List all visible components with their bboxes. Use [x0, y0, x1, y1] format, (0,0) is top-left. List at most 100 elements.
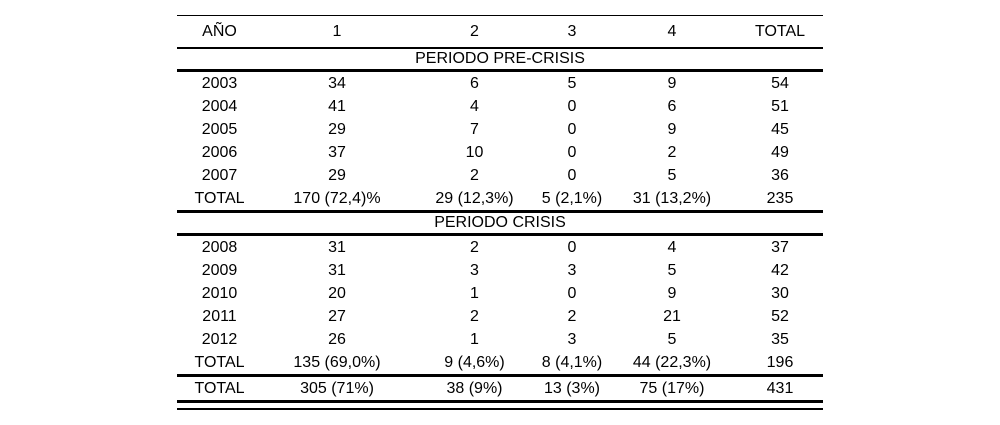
section-title-crisis-row: PERIODO CRISIS: [177, 211, 823, 236]
table-row-2007: 2007 29 2 0 5 36: [177, 164, 823, 187]
column-header-2: 2: [412, 15, 537, 49]
cell: 0: [567, 120, 577, 138]
cell: 2: [470, 166, 479, 184]
cell: 37: [328, 143, 346, 161]
cell: 6: [667, 97, 677, 115]
cell: 6: [470, 74, 479, 92]
cell: 30: [771, 284, 789, 302]
cell: 4: [470, 97, 479, 115]
table-row-2009: 2009 31 3 3 5 42: [177, 259, 823, 282]
cell: 31: [328, 261, 346, 279]
table-row-2003: 2003 34 6 5 9 54: [177, 71, 823, 96]
cell: 5: [667, 261, 677, 279]
cell: 37: [771, 238, 789, 256]
table-row-2012: 2012 26 1 3 5 35: [177, 328, 823, 351]
cell: 29: [328, 120, 346, 138]
double-rule-bottom-line: [177, 408, 823, 410]
cell: 4: [667, 238, 677, 256]
cell: 52: [771, 307, 789, 325]
cell: 5: [567, 74, 577, 92]
cell: 21: [663, 307, 681, 325]
cell: 3: [567, 330, 577, 348]
year-label: 2007: [201, 166, 238, 184]
cell: 0: [567, 97, 577, 115]
cell: 20: [328, 284, 346, 302]
cell: 75 (17%): [607, 375, 737, 403]
cell: 45: [771, 120, 789, 138]
year-label: 2006: [201, 143, 238, 161]
cell: 2: [567, 307, 577, 325]
pre-crisis-total-row: TOTAL 170 (72,4)% 29 (12,3%) 5 (2,1%) 31…: [177, 187, 823, 213]
cell: 235: [737, 187, 823, 213]
year-label: 2008: [201, 238, 238, 256]
table-row-2004: 2004 41 4 0 6 51: [177, 95, 823, 118]
year-label: 2010: [201, 284, 238, 302]
cell: 3: [470, 261, 479, 279]
section-title-pre-crisis: PERIODO PRE-CRISIS: [177, 48, 823, 72]
cell: 41: [328, 97, 346, 115]
grand-total-row: TOTAL 305 (71%) 38 (9%) 13 (3%) 75 (17%)…: [177, 375, 823, 403]
cell: 2: [470, 238, 479, 256]
column-header-4: 4: [607, 15, 737, 49]
crisis-periods-table-container: AÑO 1 2 3 4 TOTAL PERIODO PRE-CRISIS 200…: [177, 15, 823, 410]
cell: 431: [737, 375, 823, 403]
cell: 1: [470, 330, 479, 348]
cell: 0: [567, 284, 577, 302]
cell: 31: [328, 238, 346, 256]
cell: 305 (71%): [262, 375, 412, 403]
cell: 8 (4,1%): [537, 351, 607, 377]
cell: 9: [667, 74, 677, 92]
table-row-2008: 2008 31 2 0 4 37: [177, 235, 823, 260]
year-label: 2003: [201, 74, 238, 92]
column-header-ano: AÑO: [177, 15, 262, 49]
grand-total-label: TOTAL: [177, 375, 262, 403]
cell: 9: [667, 284, 677, 302]
section-title-crisis: PERIODO CRISIS: [177, 211, 823, 236]
cell: 5 (2,1%): [537, 187, 607, 213]
year-label: 2012: [201, 330, 238, 348]
cell: 170 (72,4)%: [262, 187, 412, 213]
column-header-1: 1: [262, 15, 412, 49]
section-title-pre-crisis-row: PERIODO PRE-CRISIS: [177, 48, 823, 72]
total-label: TOTAL: [177, 351, 262, 377]
cell: 0: [567, 238, 577, 256]
cell: 51: [771, 97, 789, 115]
cell: 3: [567, 261, 577, 279]
cell: 36: [771, 166, 789, 184]
cell: 5: [667, 330, 677, 348]
cell: 34: [328, 74, 346, 92]
year-label: 2009: [201, 261, 238, 279]
table-row-2005: 2005 29 7 0 9 45: [177, 118, 823, 141]
year-label: 2005: [201, 120, 238, 138]
cell: 44 (22,3%): [607, 351, 737, 377]
cell: 35: [771, 330, 789, 348]
cell: 42: [771, 261, 789, 279]
cell: 0: [567, 143, 577, 161]
year-label: 2011: [202, 307, 237, 325]
cell: 49: [771, 143, 789, 161]
total-label: TOTAL: [177, 187, 262, 213]
cell: 38 (9%): [412, 375, 537, 403]
table-row-2006: 2006 37 10 0 2 49: [177, 141, 823, 164]
column-header-total: TOTAL: [737, 15, 823, 49]
cell: 2: [667, 143, 677, 161]
cell: 54: [771, 74, 789, 92]
cell: 26: [328, 330, 346, 348]
cell: 13 (3%): [537, 375, 607, 403]
cell: 196: [737, 351, 823, 377]
cell: 9 (4,6%): [412, 351, 537, 377]
cell: 27: [328, 307, 346, 325]
cell: 29 (12,3%): [412, 187, 537, 213]
cell: 2: [470, 307, 479, 325]
cell: 10: [465, 143, 484, 161]
cell: 7: [470, 120, 479, 138]
header-row: AÑO 1 2 3 4 TOTAL: [177, 15, 823, 49]
table-row-2011: 2011 27 2 2 21 52: [177, 305, 823, 328]
column-header-3: 3: [537, 15, 607, 49]
cell: 9: [667, 120, 677, 138]
cell: 5: [667, 166, 677, 184]
cell: 135 (69,0%): [262, 351, 412, 377]
crisis-total-row: TOTAL 135 (69,0%) 9 (4,6%) 8 (4,1%) 44 (…: [177, 351, 823, 377]
crisis-periods-table: AÑO 1 2 3 4 TOTAL PERIODO PRE-CRISIS 200…: [177, 15, 823, 403]
cell: 29: [328, 166, 346, 184]
